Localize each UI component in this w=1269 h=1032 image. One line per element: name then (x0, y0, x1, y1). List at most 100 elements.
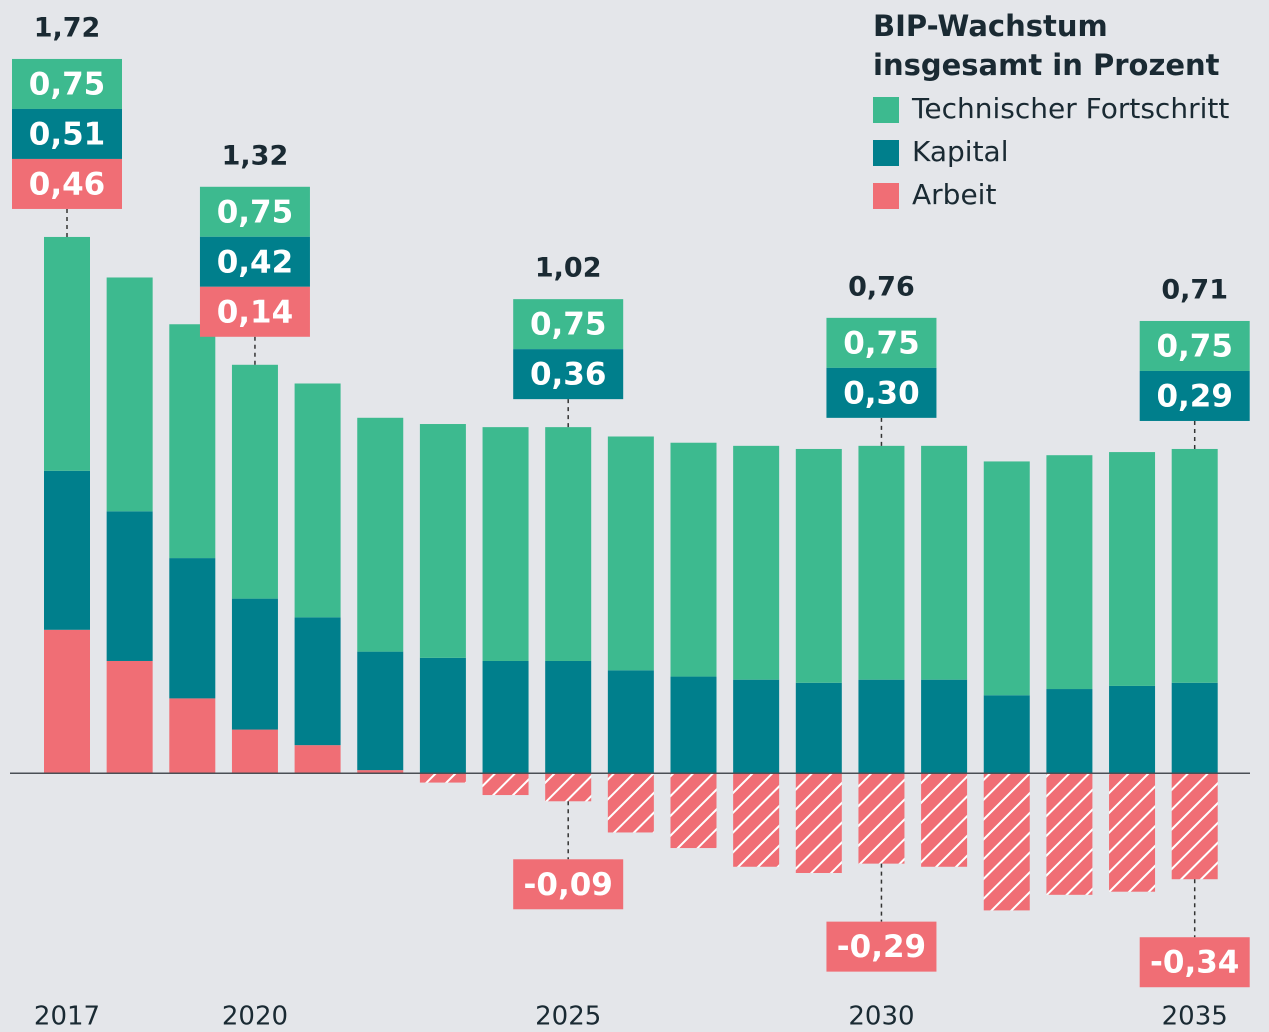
bar-segment (419, 657, 466, 774)
legend-title: insgesamt in Prozent (873, 48, 1220, 82)
bar-segment (169, 698, 216, 774)
bar-segment (1109, 773, 1156, 892)
legend-label: Kapital (912, 135, 1009, 168)
bar-segment (1046, 689, 1093, 774)
bar-segment (1109, 452, 1156, 686)
bar-segment (545, 427, 592, 661)
bar-segment (983, 461, 1030, 696)
label-box (12, 58, 122, 109)
value-label: 0,30 (843, 375, 920, 411)
x-tick-label: 2017 (34, 1002, 100, 1032)
bar-segment (858, 679, 905, 774)
bar-segment (858, 445, 905, 680)
bar-segment (231, 364, 278, 599)
bar-segment (169, 558, 216, 699)
bar-segment (921, 773, 968, 867)
value-label: 0,29 (1156, 378, 1233, 414)
value-label: 0,42 (217, 244, 294, 280)
bar-segment (357, 417, 404, 652)
label-box (826, 367, 937, 418)
value-label: 0,75 (530, 307, 607, 343)
bar-segment (1171, 773, 1218, 880)
value-label: 0,75 (29, 66, 106, 102)
total-label: 1,02 (535, 253, 602, 284)
bar-segment (607, 670, 654, 774)
x-tick-label: 2025 (535, 1002, 601, 1032)
bar-segment (795, 448, 842, 683)
bar-segment (1046, 455, 1093, 690)
label-box (513, 859, 624, 910)
x-tick-label: 2020 (222, 1002, 288, 1032)
legend-swatch (873, 140, 899, 166)
bar-segment (169, 324, 216, 559)
bar-segment (106, 660, 153, 774)
bar-segment (1171, 682, 1218, 774)
value-label: 0,51 (29, 116, 106, 152)
bar-segment (983, 773, 1030, 911)
bar-segment (231, 598, 278, 730)
bar-segment (294, 617, 341, 746)
value-label: 0,14 (217, 294, 294, 330)
label-box (199, 286, 310, 337)
bar-segment (294, 745, 341, 774)
value-label: 0,75 (217, 194, 294, 230)
bar-segment (670, 773, 717, 849)
bar-segment (795, 682, 842, 774)
bar-segment (231, 729, 278, 774)
label-box (1139, 320, 1250, 371)
bar-segment (482, 660, 529, 774)
bar-segment (106, 511, 153, 661)
bar-segment (733, 773, 780, 867)
total-label: 1,32 (222, 140, 289, 171)
value-label: 0,46 (29, 166, 106, 202)
legend-swatch (873, 183, 899, 209)
bar-segment (545, 773, 592, 802)
bar-segment (482, 773, 529, 796)
bar-segment (670, 442, 717, 677)
bar-segment (419, 773, 466, 783)
value-label: -0,34 (1150, 945, 1239, 981)
label-box (826, 921, 937, 972)
bar-segment (670, 676, 717, 774)
total-label: 0,71 (1161, 274, 1228, 305)
bar-segment (795, 773, 842, 873)
bar-segment (607, 773, 654, 833)
bar-segment (1046, 773, 1093, 895)
label-box (12, 158, 122, 209)
bar-segment (44, 470, 90, 630)
label-box (513, 299, 624, 350)
bar-segment (858, 773, 905, 864)
value-label: -0,09 (524, 867, 613, 903)
bar-segment (607, 436, 654, 671)
bar-segment (1109, 685, 1156, 774)
bar-segment (294, 383, 341, 618)
x-tick-label: 2030 (848, 1002, 914, 1032)
bar-segment (921, 679, 968, 774)
value-label: 0,75 (1156, 328, 1233, 364)
bar-segment (419, 424, 466, 658)
bar-segment (482, 427, 529, 661)
total-label: 1,72 (34, 12, 101, 43)
label-box (1139, 370, 1250, 421)
label-box (826, 317, 937, 368)
bar-segment (1171, 448, 1218, 683)
bar-segment (545, 660, 592, 774)
bar-segment (921, 445, 968, 680)
label-box (1139, 937, 1250, 988)
x-tick-label: 2035 (1162, 1002, 1228, 1032)
bar-segment (733, 679, 780, 774)
label-box (199, 236, 310, 287)
bar-segment (44, 236, 90, 471)
legend-label: Technischer Fortschritt (911, 92, 1229, 125)
legend-swatch (873, 97, 899, 123)
label-box (12, 108, 122, 159)
label-box (513, 349, 624, 400)
total-label: 0,76 (848, 271, 915, 302)
bar-segment (44, 629, 90, 774)
legend-label: Arbeit (912, 178, 996, 211)
value-label: 0,36 (530, 357, 607, 393)
legend-title: BIP-Wachstum (873, 9, 1108, 43)
value-label: 0,75 (843, 325, 920, 361)
bar-segment (106, 277, 153, 512)
